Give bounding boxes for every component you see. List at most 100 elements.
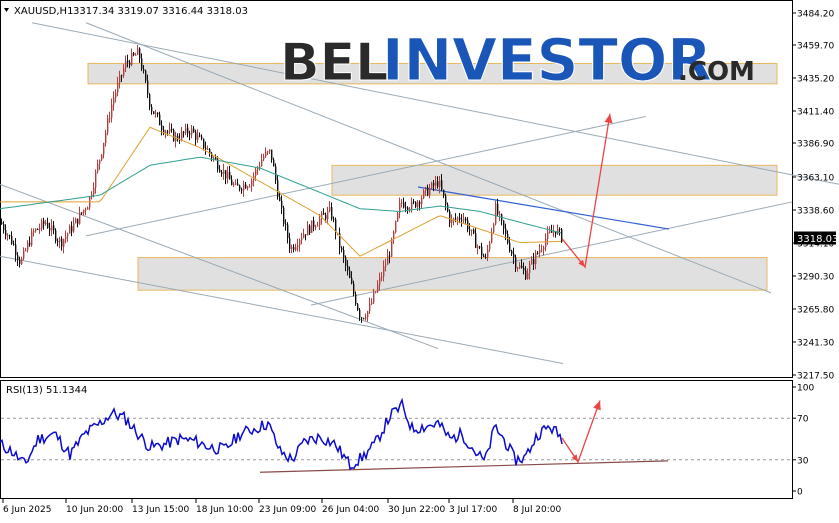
candle — [231, 175, 233, 186]
candle — [437, 176, 439, 189]
candle — [41, 218, 43, 232]
candle — [307, 221, 309, 236]
candle — [13, 240, 15, 246]
candle — [245, 182, 247, 189]
candle — [463, 213, 465, 224]
candle — [385, 258, 387, 272]
candle — [215, 154, 217, 161]
blue-trendline[interactable] — [417, 186, 670, 230]
candle — [557, 224, 559, 235]
candle — [413, 198, 415, 205]
candle — [285, 219, 287, 231]
candle — [95, 169, 97, 194]
rsi-trendline[interactable] — [259, 460, 669, 473]
candle — [55, 228, 57, 244]
candle — [503, 220, 505, 235]
candle — [147, 74, 149, 99]
price-projection-arrow[interactable] — [561, 113, 611, 269]
candle — [353, 280, 355, 297]
candle — [157, 112, 159, 118]
candle — [465, 216, 467, 224]
candle — [15, 238, 17, 262]
candle — [453, 217, 455, 226]
candle — [213, 156, 215, 162]
candle — [19, 256, 21, 268]
candle — [91, 191, 93, 200]
candle — [173, 128, 175, 142]
candle — [37, 228, 39, 230]
date-tick-label: 3 Jul 17:00 — [449, 505, 498, 515]
candle — [459, 212, 461, 224]
candle — [537, 251, 539, 255]
trendline[interactable] — [31, 22, 839, 185]
candle — [341, 246, 343, 253]
candle — [517, 266, 519, 272]
candle — [161, 120, 163, 136]
candle — [361, 316, 363, 323]
trendline[interactable] — [85, 22, 772, 294]
candle — [67, 232, 69, 242]
candle — [367, 310, 369, 322]
trendline[interactable] — [0, 183, 439, 350]
candle — [281, 195, 283, 215]
candle — [441, 173, 443, 192]
candle — [495, 200, 497, 226]
candle — [139, 47, 141, 63]
collapse-triangle-icon[interactable] — [4, 8, 9, 12]
candle — [551, 224, 553, 233]
date-tick-label: 8 Jul 20:00 — [513, 505, 562, 515]
candle — [429, 183, 431, 199]
support-resistance-zone[interactable] — [137, 257, 768, 291]
candle — [379, 272, 381, 291]
candle — [363, 317, 365, 320]
candle — [205, 141, 207, 155]
candle — [125, 55, 127, 72]
candle — [493, 222, 495, 234]
candle — [543, 245, 545, 256]
candle — [83, 209, 85, 216]
arrowhead-icon — [593, 400, 601, 411]
candle — [301, 232, 303, 245]
trendline[interactable] — [0, 255, 564, 364]
candle — [181, 126, 183, 142]
candle — [193, 125, 195, 133]
candle — [185, 123, 187, 136]
candle — [487, 244, 489, 262]
candle — [513, 247, 515, 264]
price-tick-label: 3386.90 — [797, 140, 834, 150]
candle — [305, 234, 307, 241]
support-resistance-zone[interactable] — [331, 164, 778, 196]
price-tick-label: 3217.50 — [797, 372, 834, 382]
candle — [135, 52, 137, 56]
candle — [189, 130, 191, 141]
price-tick-label: 3265.80 — [797, 306, 834, 316]
candle — [183, 130, 185, 138]
candle — [395, 220, 397, 234]
candle — [159, 111, 161, 126]
trendline[interactable] — [85, 115, 647, 237]
trendline[interactable] — [310, 201, 793, 306]
candle — [339, 227, 341, 255]
rsi-header: RSI(13) 51.1344 — [6, 385, 87, 396]
candle — [303, 228, 305, 239]
candle — [267, 150, 269, 156]
symbol-label: XAUUSD,H1 — [14, 6, 73, 17]
candle — [401, 198, 403, 208]
candle — [333, 216, 335, 223]
candle — [93, 182, 95, 198]
candle — [317, 221, 319, 227]
candle — [559, 227, 561, 236]
rsi-layer — [0, 397, 792, 473]
candle — [137, 44, 139, 56]
candle — [51, 219, 53, 237]
candle — [327, 206, 329, 225]
candle — [519, 262, 521, 270]
candle — [529, 260, 531, 280]
candle — [479, 245, 481, 250]
candle — [431, 181, 433, 190]
rsi-tick-label: 70 — [797, 415, 809, 425]
candle — [201, 134, 203, 141]
candle — [273, 157, 275, 167]
moving-averages-layer — [0, 126, 562, 257]
candle — [511, 249, 513, 257]
